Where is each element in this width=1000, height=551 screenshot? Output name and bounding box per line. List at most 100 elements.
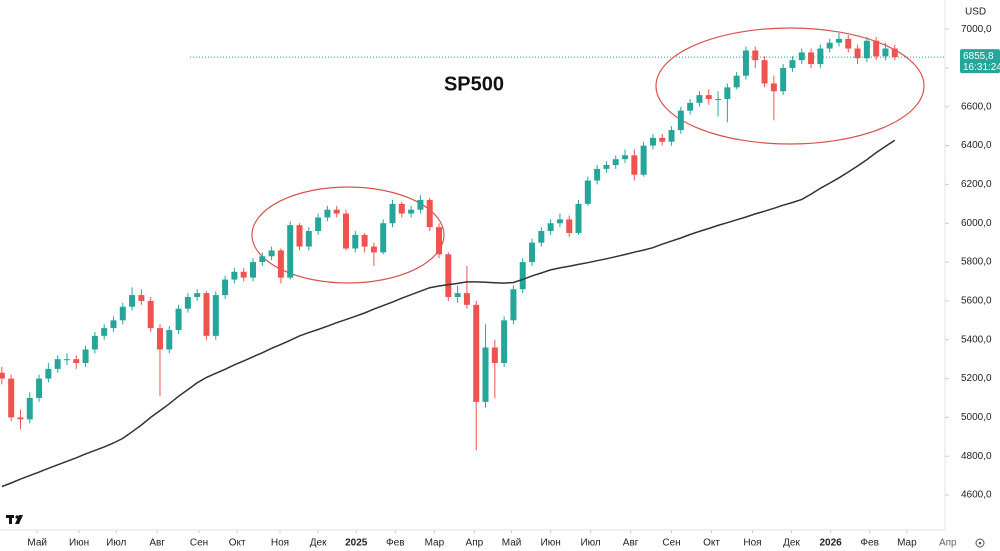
candle-body — [324, 209, 331, 218]
y-tick-label: 6200,0 — [961, 179, 992, 190]
currency: USD — [965, 7, 986, 18]
candle-body — [175, 308, 182, 331]
candle-body — [594, 168, 601, 181]
x-tick-label: 2025 — [345, 538, 368, 549]
candle-body — [268, 250, 275, 257]
moving-average — [1, 139, 896, 488]
y-tick-label: 5800,0 — [961, 257, 992, 268]
candle-body — [742, 50, 749, 76]
candle-body — [705, 95, 712, 100]
candle-body — [352, 234, 359, 249]
candle-body — [26, 397, 33, 420]
candle-body — [240, 271, 247, 278]
candle-body — [436, 227, 443, 255]
y-tick-label: 5400,0 — [961, 334, 992, 345]
x-tick-label: Авг — [149, 538, 165, 549]
candle-body — [156, 328, 163, 350]
x-tick-label: Авг — [623, 538, 639, 549]
candle-body — [408, 209, 415, 214]
x-tick-label: Июл — [580, 538, 600, 549]
candle-body — [184, 297, 191, 309]
y-tick-label: 6400,0 — [961, 140, 992, 151]
y-tick-label: 5600,0 — [961, 296, 992, 307]
y-tick-label: 6000,0 — [961, 218, 992, 229]
countdown: 16:31:24 — [963, 62, 1000, 73]
candle-body — [259, 256, 266, 263]
candle-body — [73, 359, 80, 364]
x-tick-label: Июн — [541, 538, 561, 549]
candle-body — [575, 203, 582, 233]
candle-body — [445, 254, 452, 298]
x-tick-label: Мар — [425, 538, 445, 549]
candle-body — [770, 83, 777, 92]
candle-body — [584, 180, 591, 204]
candle-body — [668, 130, 675, 142]
candle-body — [891, 48, 898, 58]
candle-body — [752, 50, 759, 61]
candle-body — [519, 262, 526, 290]
candle-body — [724, 87, 731, 100]
candle-body — [54, 359, 61, 369]
candle-body — [129, 295, 136, 307]
settings-icon[interactable] — [975, 538, 985, 548]
candle-body — [501, 320, 508, 364]
x-tick-label: Дек — [310, 538, 327, 549]
x-tick-label: Апр — [939, 538, 957, 549]
candle-body — [147, 300, 154, 329]
candle-body — [463, 293, 470, 305]
candle-body — [212, 295, 219, 336]
last-price-label: 6855,8 — [963, 51, 994, 62]
candle-body — [622, 155, 629, 160]
x-tick-label: Май — [27, 538, 47, 549]
candle-body — [203, 293, 210, 336]
candle-body — [249, 262, 256, 278]
highlight-ellipse — [251, 186, 445, 284]
x-tick-label: Сен — [662, 538, 680, 549]
y-tick-label: 7000,0 — [961, 24, 992, 35]
candle-body — [305, 231, 312, 247]
candle-body — [361, 234, 368, 247]
candle-body — [761, 60, 768, 84]
candle-body — [696, 95, 703, 103]
candle-body — [603, 165, 610, 169]
x-tick-label: 2026 — [819, 538, 842, 549]
candle-body — [547, 223, 554, 232]
y-tick-label: 4600,0 — [961, 490, 992, 501]
candle-body — [343, 213, 350, 249]
candle-body — [789, 60, 796, 68]
candle-body — [780, 67, 787, 92]
candles — [0, 33, 898, 451]
candle-body — [398, 203, 405, 214]
x-tick-label: Ноя — [743, 538, 761, 549]
candle-body — [315, 217, 322, 232]
x-tick-label: Фев — [860, 538, 878, 549]
x-tick-label: Май — [502, 538, 522, 549]
candle-body — [287, 225, 294, 278]
candle-body — [510, 289, 517, 321]
logo — [6, 515, 23, 524]
x-tick-label: Окт — [703, 538, 720, 549]
candle-body — [798, 52, 805, 61]
candle-body — [529, 242, 536, 263]
candle-body — [296, 225, 303, 247]
candle-body — [45, 368, 52, 379]
highlight-ellipse — [655, 27, 925, 145]
annotation: SP500 — [444, 73, 504, 95]
candle-body — [222, 279, 229, 296]
candle-body — [8, 378, 15, 418]
candle-body — [491, 347, 498, 364]
candle-body — [826, 42, 833, 49]
candle-body — [91, 335, 98, 350]
candle-body — [333, 209, 340, 214]
candle-body — [808, 52, 815, 65]
candle-body — [659, 137, 666, 142]
candle-body — [817, 48, 824, 65]
candle-body — [631, 155, 638, 175]
x-tick-label: Окт — [229, 538, 246, 549]
y-tick-label: 6600,0 — [961, 101, 992, 112]
candle-body — [482, 347, 489, 402]
candle-body — [863, 40, 870, 59]
x-tick-label: Дек — [783, 538, 800, 549]
